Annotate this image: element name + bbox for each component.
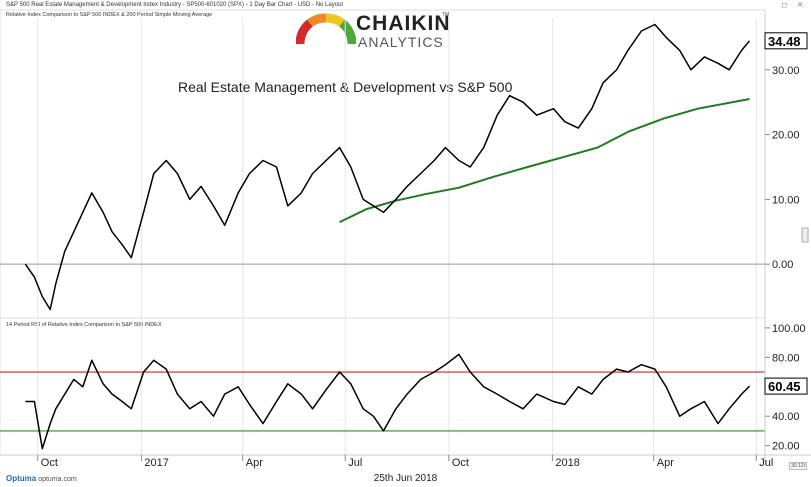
optuma-brand: Optuma — [6, 474, 37, 483]
x-tick-label: Apr — [246, 457, 263, 469]
chaikin-logo: CHAIKIN TM ANALYTICS — [295, 10, 450, 52]
price-y-tick-label: 20.00 — [772, 130, 800, 142]
rsi-y-tick-label: 80.00 — [772, 352, 800, 364]
zoom-indicator[interactable]: 30.12I — [789, 462, 807, 470]
footer-date: 25th Jun 2018 — [373, 473, 438, 484]
price-y-tick-label: 30.00 — [772, 65, 800, 77]
x-tick-label: Jul — [759, 457, 773, 469]
rsi-panel-frame — [0, 317, 766, 456]
x-tick-label: Apr — [657, 457, 674, 469]
optuma-logo[interactable]: Optuma optuma.com — [6, 474, 77, 483]
logo-subtitle: ANALYTICS — [358, 34, 444, 50]
optuma-url: optuma.com — [38, 476, 77, 483]
chart-header: S&P 500 Real Estate Management & Develop… — [0, 0, 811, 10]
x-tick-label: Oct — [452, 457, 469, 469]
rsi-y-tick-label: 40.00 — [772, 411, 800, 423]
rsi-panel-title: 14 Period RSI of Relative Index Comparis… — [6, 322, 162, 328]
axis-scroll-handle — [801, 227, 809, 243]
rsi-last-value-label-box — [764, 377, 808, 395]
relative-index-line — [24, 23, 751, 311]
rsi-y-tick-label: 100.00 — [772, 323, 806, 335]
price-panel-frame — [0, 9, 766, 319]
sma-200-line — [339, 98, 750, 224]
price-y-tick-label: 10.00 — [772, 194, 800, 206]
price-last-value-label: 34.48 — [768, 34, 801, 49]
price-y-tick-label: 0.00 — [772, 259, 793, 271]
x-tick-label: Jul — [348, 457, 362, 469]
x-tick-label: 2018 — [555, 457, 579, 469]
rsi-last-value-label: 60.45 — [768, 379, 801, 394]
rsi-y-tick-label: 20.00 — [772, 441, 800, 453]
x-tick-label: 2017 — [144, 457, 168, 469]
logo-trademark: TM — [442, 12, 450, 18]
chart-header-title: S&P 500 Real Estate Management & Develop… — [6, 2, 344, 8]
price-panel-title: Relative Index Comparison to S&P 500 IND… — [6, 12, 213, 18]
logo-arc-icon — [295, 13, 357, 45]
x-tick-label: Oct — [41, 457, 58, 469]
rsi-line — [25, 353, 751, 450]
price-last-value-label-box — [764, 32, 808, 50]
logo-wordmark: CHAIKIN — [356, 12, 451, 35]
window-controls[interactable]: ◻ ✕ — [781, 2, 807, 9]
